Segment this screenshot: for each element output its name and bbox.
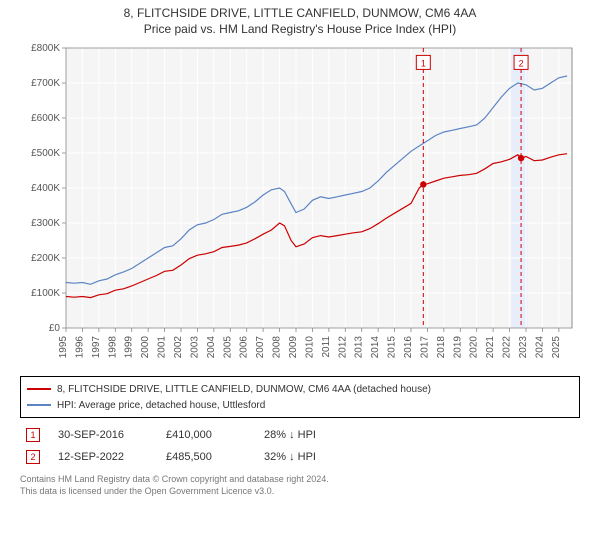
legend-row: 8, FLITCHSIDE DRIVE, LITTLE CANFIELD, DU… <box>27 381 573 397</box>
marker-row: 1 30-SEP-2016 £410,000 28% ↓ HPI <box>20 424 580 446</box>
svg-text:1: 1 <box>421 58 426 68</box>
svg-text:2013: 2013 <box>354 336 365 359</box>
svg-text:2005: 2005 <box>222 336 233 359</box>
svg-text:2: 2 <box>519 58 524 68</box>
svg-text:£100K: £100K <box>31 288 60 299</box>
title-block: 8, FLITCHSIDE DRIVE, LITTLE CANFIELD, DU… <box>0 0 600 38</box>
footnote-line: Contains HM Land Registry data © Crown c… <box>20 474 580 486</box>
svg-text:2021: 2021 <box>485 336 496 359</box>
svg-text:2023: 2023 <box>518 336 529 359</box>
svg-text:1995: 1995 <box>58 336 69 359</box>
marker-price: £410,000 <box>166 429 246 441</box>
svg-text:£400K: £400K <box>31 183 60 194</box>
svg-text:2022: 2022 <box>502 336 513 359</box>
marker-table: 1 30-SEP-2016 £410,000 28% ↓ HPI 2 12-SE… <box>20 424 580 468</box>
legend-label: 8, FLITCHSIDE DRIVE, LITTLE CANFIELD, DU… <box>57 384 431 395</box>
svg-text:1998: 1998 <box>107 336 118 359</box>
marker-pct: 28% ↓ HPI <box>264 429 344 441</box>
svg-text:£200K: £200K <box>31 253 60 264</box>
title-line-1: 8, FLITCHSIDE DRIVE, LITTLE CANFIELD, DU… <box>0 6 600 20</box>
legend: 8, FLITCHSIDE DRIVE, LITTLE CANFIELD, DU… <box>20 376 580 418</box>
svg-text:2011: 2011 <box>321 336 332 358</box>
svg-text:2018: 2018 <box>436 336 447 359</box>
svg-text:2012: 2012 <box>337 336 348 359</box>
legend-swatch <box>27 404 51 406</box>
footnote-line: This data is licensed under the Open Gov… <box>20 486 580 498</box>
svg-text:2014: 2014 <box>370 336 381 359</box>
svg-text:2019: 2019 <box>452 336 463 359</box>
svg-text:2008: 2008 <box>272 336 283 359</box>
svg-text:2009: 2009 <box>288 336 299 359</box>
marker-date: 30-SEP-2016 <box>58 429 148 441</box>
svg-text:2002: 2002 <box>173 336 184 359</box>
svg-text:£300K: £300K <box>31 218 60 229</box>
svg-text:£700K: £700K <box>31 78 60 89</box>
svg-text:2004: 2004 <box>206 336 217 359</box>
marker-row: 2 12-SEP-2022 £485,500 32% ↓ HPI <box>20 446 580 468</box>
svg-text:1999: 1999 <box>124 336 135 359</box>
legend-swatch <box>27 388 51 390</box>
svg-text:2016: 2016 <box>403 336 414 359</box>
footnote: Contains HM Land Registry data © Crown c… <box>20 474 580 497</box>
svg-text:2015: 2015 <box>387 336 398 359</box>
chart: £0 £100K £200K £300K £400K £500K £600K £700K £80… <box>20 40 580 370</box>
svg-text:2010: 2010 <box>304 336 315 359</box>
svg-text:2003: 2003 <box>189 336 200 359</box>
svg-text:£800K: £800K <box>31 43 60 54</box>
svg-text:1997: 1997 <box>91 336 102 359</box>
svg-text:2024: 2024 <box>534 336 545 359</box>
chart-svg: £0 £100K £200K £300K £400K £500K £600K £700K £80… <box>20 40 580 370</box>
svg-text:£500K: £500K <box>31 148 60 159</box>
svg-text:£0: £0 <box>49 323 61 334</box>
svg-text:2007: 2007 <box>255 336 266 359</box>
svg-text:2001: 2001 <box>157 336 168 359</box>
legend-label: HPI: Average price, detached house, Uttl… <box>57 400 265 411</box>
svg-text:2000: 2000 <box>140 336 151 359</box>
svg-text:2025: 2025 <box>551 336 562 359</box>
marker-price: £485,500 <box>166 451 246 463</box>
marker-pct: 32% ↓ HPI <box>264 451 344 463</box>
svg-text:2006: 2006 <box>239 336 250 359</box>
marker-badge: 1 <box>26 428 40 442</box>
legend-row: HPI: Average price, detached house, Uttl… <box>27 397 573 413</box>
svg-text:2017: 2017 <box>419 336 430 359</box>
svg-text:1996: 1996 <box>74 336 85 359</box>
marker-date: 12-SEP-2022 <box>58 451 148 463</box>
title-line-2: Price paid vs. HM Land Registry's House … <box>0 22 600 36</box>
svg-text:2020: 2020 <box>469 336 480 359</box>
svg-text:£600K: £600K <box>31 113 60 124</box>
marker-badge: 2 <box>26 450 40 464</box>
